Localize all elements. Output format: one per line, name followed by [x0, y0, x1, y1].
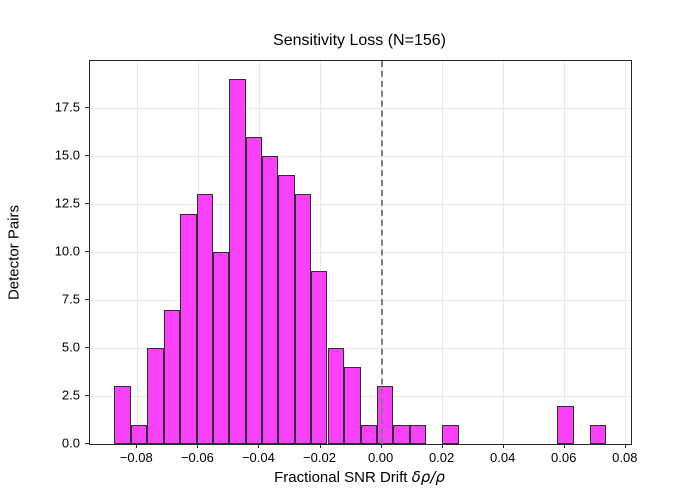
histogram-bar — [114, 386, 131, 444]
histogram-bar — [229, 79, 246, 444]
x-tick-mark — [563, 444, 565, 448]
x-gridline — [503, 61, 505, 444]
x-gridline — [564, 61, 566, 444]
y-tick-mark — [85, 443, 89, 444]
histogram-bar — [245, 136, 263, 444]
y-axis-label: Detector Pairs — [5, 204, 23, 301]
y-tick-label: 5.0 — [61, 339, 80, 355]
x-gridline — [625, 61, 627, 444]
y-tick-label: 12.5 — [54, 195, 80, 211]
x-axis-label-text: Fractional SNR Drift — [274, 469, 412, 486]
x-tick-mark — [502, 444, 504, 448]
y-gridline — [90, 107, 631, 109]
y-gridline — [90, 395, 631, 397]
y-gridline — [90, 251, 631, 253]
y-tick-label: 15.0 — [54, 147, 80, 163]
x-gridline — [442, 61, 444, 444]
x-tick-mark — [441, 444, 443, 448]
histogram-bar — [180, 213, 197, 444]
y-gridline — [90, 203, 631, 205]
x-axis-label: Fractional SNR Drift δρ/ρ — [89, 468, 630, 486]
y-gridline — [90, 347, 631, 349]
histogram-bar — [163, 309, 181, 444]
x-tick-mark — [197, 444, 199, 448]
y-tick-mark — [85, 155, 89, 156]
histogram-bar — [557, 405, 574, 444]
x-tick-mark — [136, 444, 138, 448]
x-gridline — [136, 61, 138, 444]
histogram-bar — [262, 156, 279, 444]
histogram-bar — [196, 194, 214, 444]
histogram-bar — [294, 194, 312, 444]
y-tick-label: 7.5 — [61, 291, 80, 307]
zero-reference-line — [380, 61, 383, 444]
y-tick-label: 17.5 — [54, 99, 80, 115]
x-tick-label: 0.08 — [612, 450, 638, 465]
x-tick-mark — [624, 444, 626, 448]
y-gridline — [90, 155, 631, 157]
x-tick-label: −0.06 — [180, 450, 214, 465]
y-tick-label: 0.0 — [61, 435, 80, 451]
histogram-bar — [377, 386, 394, 444]
y-tick-label: 2.5 — [61, 387, 80, 403]
y-tick-mark — [85, 395, 89, 396]
y-tick-mark — [85, 107, 89, 108]
x-tick-mark — [258, 444, 260, 448]
y-tick-mark — [85, 203, 89, 204]
y-tick-mark — [85, 251, 89, 252]
histogram-bar — [360, 424, 377, 444]
x-tick-label: −0.04 — [241, 450, 275, 465]
histogram-bar — [590, 424, 607, 444]
x-tick-label: −0.02 — [303, 450, 336, 465]
histogram-bar — [213, 252, 230, 444]
x-tick-label: −0.08 — [119, 450, 153, 465]
histogram-bar — [327, 348, 344, 444]
y-tick-mark — [85, 347, 89, 348]
histogram-bar — [393, 424, 410, 444]
histogram-bar — [130, 424, 148, 444]
histogram-bar — [278, 175, 295, 444]
plot-area — [89, 60, 632, 445]
histogram-bar — [442, 424, 459, 444]
x-tick-mark — [380, 444, 382, 448]
x-tick-label: 0.02 — [428, 450, 455, 465]
histogram-bar — [147, 348, 164, 444]
y-gridline — [90, 299, 631, 301]
x-tick-label: 0.04 — [490, 450, 516, 465]
x-tick-label: 0.06 — [551, 450, 577, 465]
x-tick-label: 0.00 — [367, 450, 394, 465]
y-tick-mark — [85, 299, 89, 300]
x-gridline — [320, 61, 321, 444]
x-axis-label-math: δρ/ρ — [411, 468, 445, 486]
histogram-bar — [409, 424, 427, 444]
histogram-bar — [344, 367, 361, 444]
histogram-bar — [311, 271, 328, 444]
y-tick-label: 10.0 — [54, 243, 80, 259]
x-tick-mark — [319, 444, 321, 448]
chart-title: Sensitivity Loss (N=156) — [273, 32, 446, 49]
